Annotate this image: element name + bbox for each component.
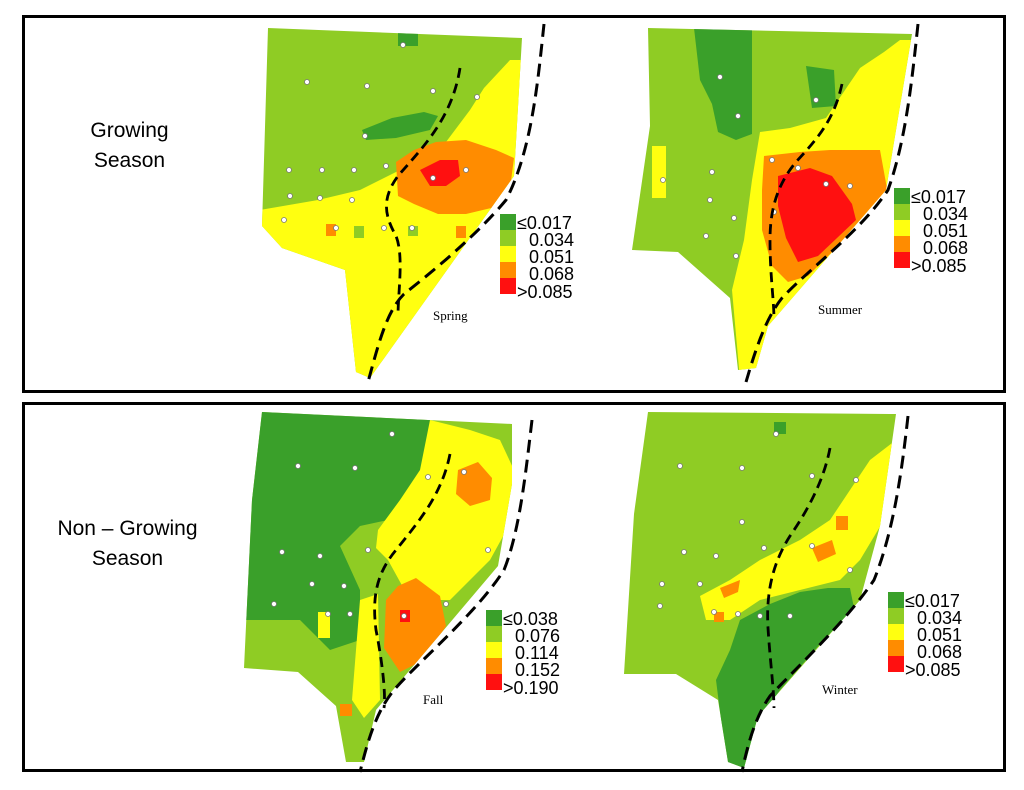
- spring-label: Spring: [433, 308, 468, 323]
- legend-label: 0.076: [515, 626, 560, 646]
- legend-label: 0.068: [529, 264, 574, 284]
- row-label-line: Non – Growing: [57, 517, 198, 540]
- spring-map: Spring ≤0.017 0.034 0.051 0.068 >0.085: [262, 23, 574, 383]
- winter-boundary-line: [740, 415, 910, 773]
- legend-swatch-5: [486, 674, 502, 690]
- winter-label: Winter: [822, 682, 858, 697]
- summer-boundary-line: [744, 23, 920, 383]
- class3-patch: [318, 612, 330, 638]
- legend-swatch-5: [894, 252, 910, 268]
- class1-patch: [774, 422, 786, 434]
- class4-patch: [720, 580, 740, 598]
- class5-zone: [778, 168, 856, 262]
- spring-boundary-line: [366, 23, 546, 383]
- legend-label: 0.152: [515, 660, 560, 680]
- legend-label: ≤0.017: [911, 187, 966, 207]
- legend-swatch-4: [894, 236, 910, 252]
- summer-river-line: [768, 83, 844, 321]
- growing-season-label: Growing Season: [72, 116, 187, 176]
- class3-zone: [700, 440, 896, 620]
- summer-legend: ≤0.017 0.034 0.051 0.068 >0.085: [894, 187, 968, 276]
- legend-swatch-2: [894, 204, 910, 220]
- legend-swatch-3: [894, 220, 910, 236]
- legend-label: 0.051: [917, 625, 962, 645]
- fall-map: Fall ≤0.038 0.076 0.114 0.152 >0.190: [244, 412, 560, 773]
- class1-zone: [694, 28, 752, 140]
- summer-raster: [632, 28, 912, 370]
- row-label-line: Growing: [90, 119, 169, 142]
- legend-label: 0.051: [529, 247, 574, 267]
- legend-label: 0.068: [917, 642, 962, 662]
- fall-raster: [244, 412, 512, 762]
- winter-map: Winter ≤0.017 0.034 0.051 0.068 >0.085: [624, 412, 962, 773]
- legend-label: 0.068: [923, 238, 968, 258]
- spring-legend: ≤0.017 0.034 0.051 0.068 >0.085: [500, 213, 574, 302]
- legend-label: 0.034: [917, 608, 962, 628]
- spring-raster: [262, 28, 522, 378]
- winter-raster: [624, 412, 896, 768]
- legend-label: ≤0.038: [503, 609, 558, 629]
- legend-label: >0.085: [517, 282, 573, 302]
- spring-river-line: [385, 67, 462, 317]
- spring-sample-points: [281, 42, 480, 231]
- class4-patch: [326, 224, 336, 236]
- class1-patch: [362, 112, 438, 140]
- legend-swatch-2: [500, 230, 516, 246]
- legend-label: >0.085: [911, 256, 967, 276]
- class2-patch: [354, 226, 364, 238]
- legend-swatch-4: [486, 658, 502, 674]
- fall-label: Fall: [423, 692, 444, 707]
- legend-swatch-3: [486, 642, 502, 658]
- legend-label: 0.034: [923, 204, 968, 224]
- legend-swatch-5: [888, 656, 904, 672]
- row-label-line: Season: [91, 547, 164, 570]
- class4-patch: [456, 226, 466, 238]
- class1-patch: [806, 66, 836, 108]
- winter-legend: ≤0.017 0.034 0.051 0.068 >0.085: [888, 591, 962, 680]
- legend-swatch-2: [888, 608, 904, 624]
- legend-label: ≤0.017: [905, 591, 960, 611]
- legend-label: 0.034: [529, 230, 574, 250]
- legend-swatch-4: [500, 262, 516, 278]
- fall-sample-points: [271, 431, 491, 619]
- legend-swatch-2: [486, 626, 502, 642]
- fall-legend: ≤0.038 0.076 0.114 0.152 >0.190: [486, 609, 560, 698]
- fall-river-line: [373, 453, 452, 709]
- legend-label: 0.051: [923, 221, 968, 241]
- class4-patch: [340, 704, 352, 716]
- legend-label: >0.190: [503, 678, 559, 698]
- legend-swatch-1: [500, 214, 516, 230]
- class4-patch: [812, 540, 836, 562]
- class4-patch: [836, 516, 848, 530]
- class3-patch: [652, 146, 666, 198]
- winter-sample-points: [657, 431, 859, 619]
- fall-boundary-line: [358, 419, 534, 773]
- class5-zone: [420, 160, 460, 186]
- summer-label: Summer: [818, 302, 863, 317]
- legend-swatch-5: [500, 278, 516, 294]
- legend-swatch-3: [888, 624, 904, 640]
- non-growing-season-label: Non – Growing Season: [40, 514, 215, 574]
- legend-label: ≤0.017: [517, 213, 572, 233]
- legend-swatch-1: [888, 592, 904, 608]
- legend-swatch-1: [486, 610, 502, 626]
- row-label-line: Season: [93, 149, 166, 172]
- class3-patch: [352, 594, 380, 718]
- legend-label: >0.085: [905, 660, 961, 680]
- class1-zone: [244, 412, 430, 650]
- class2-patch: [408, 226, 418, 236]
- legend-swatch-4: [888, 640, 904, 656]
- summer-map: Summer ≤0.017 0.034 0.051 0.068 >0.085: [632, 23, 968, 383]
- legend-swatch-3: [500, 246, 516, 262]
- class4-patch: [714, 612, 724, 622]
- legend-label: 0.114: [515, 643, 559, 663]
- legend-swatch-1: [894, 188, 910, 204]
